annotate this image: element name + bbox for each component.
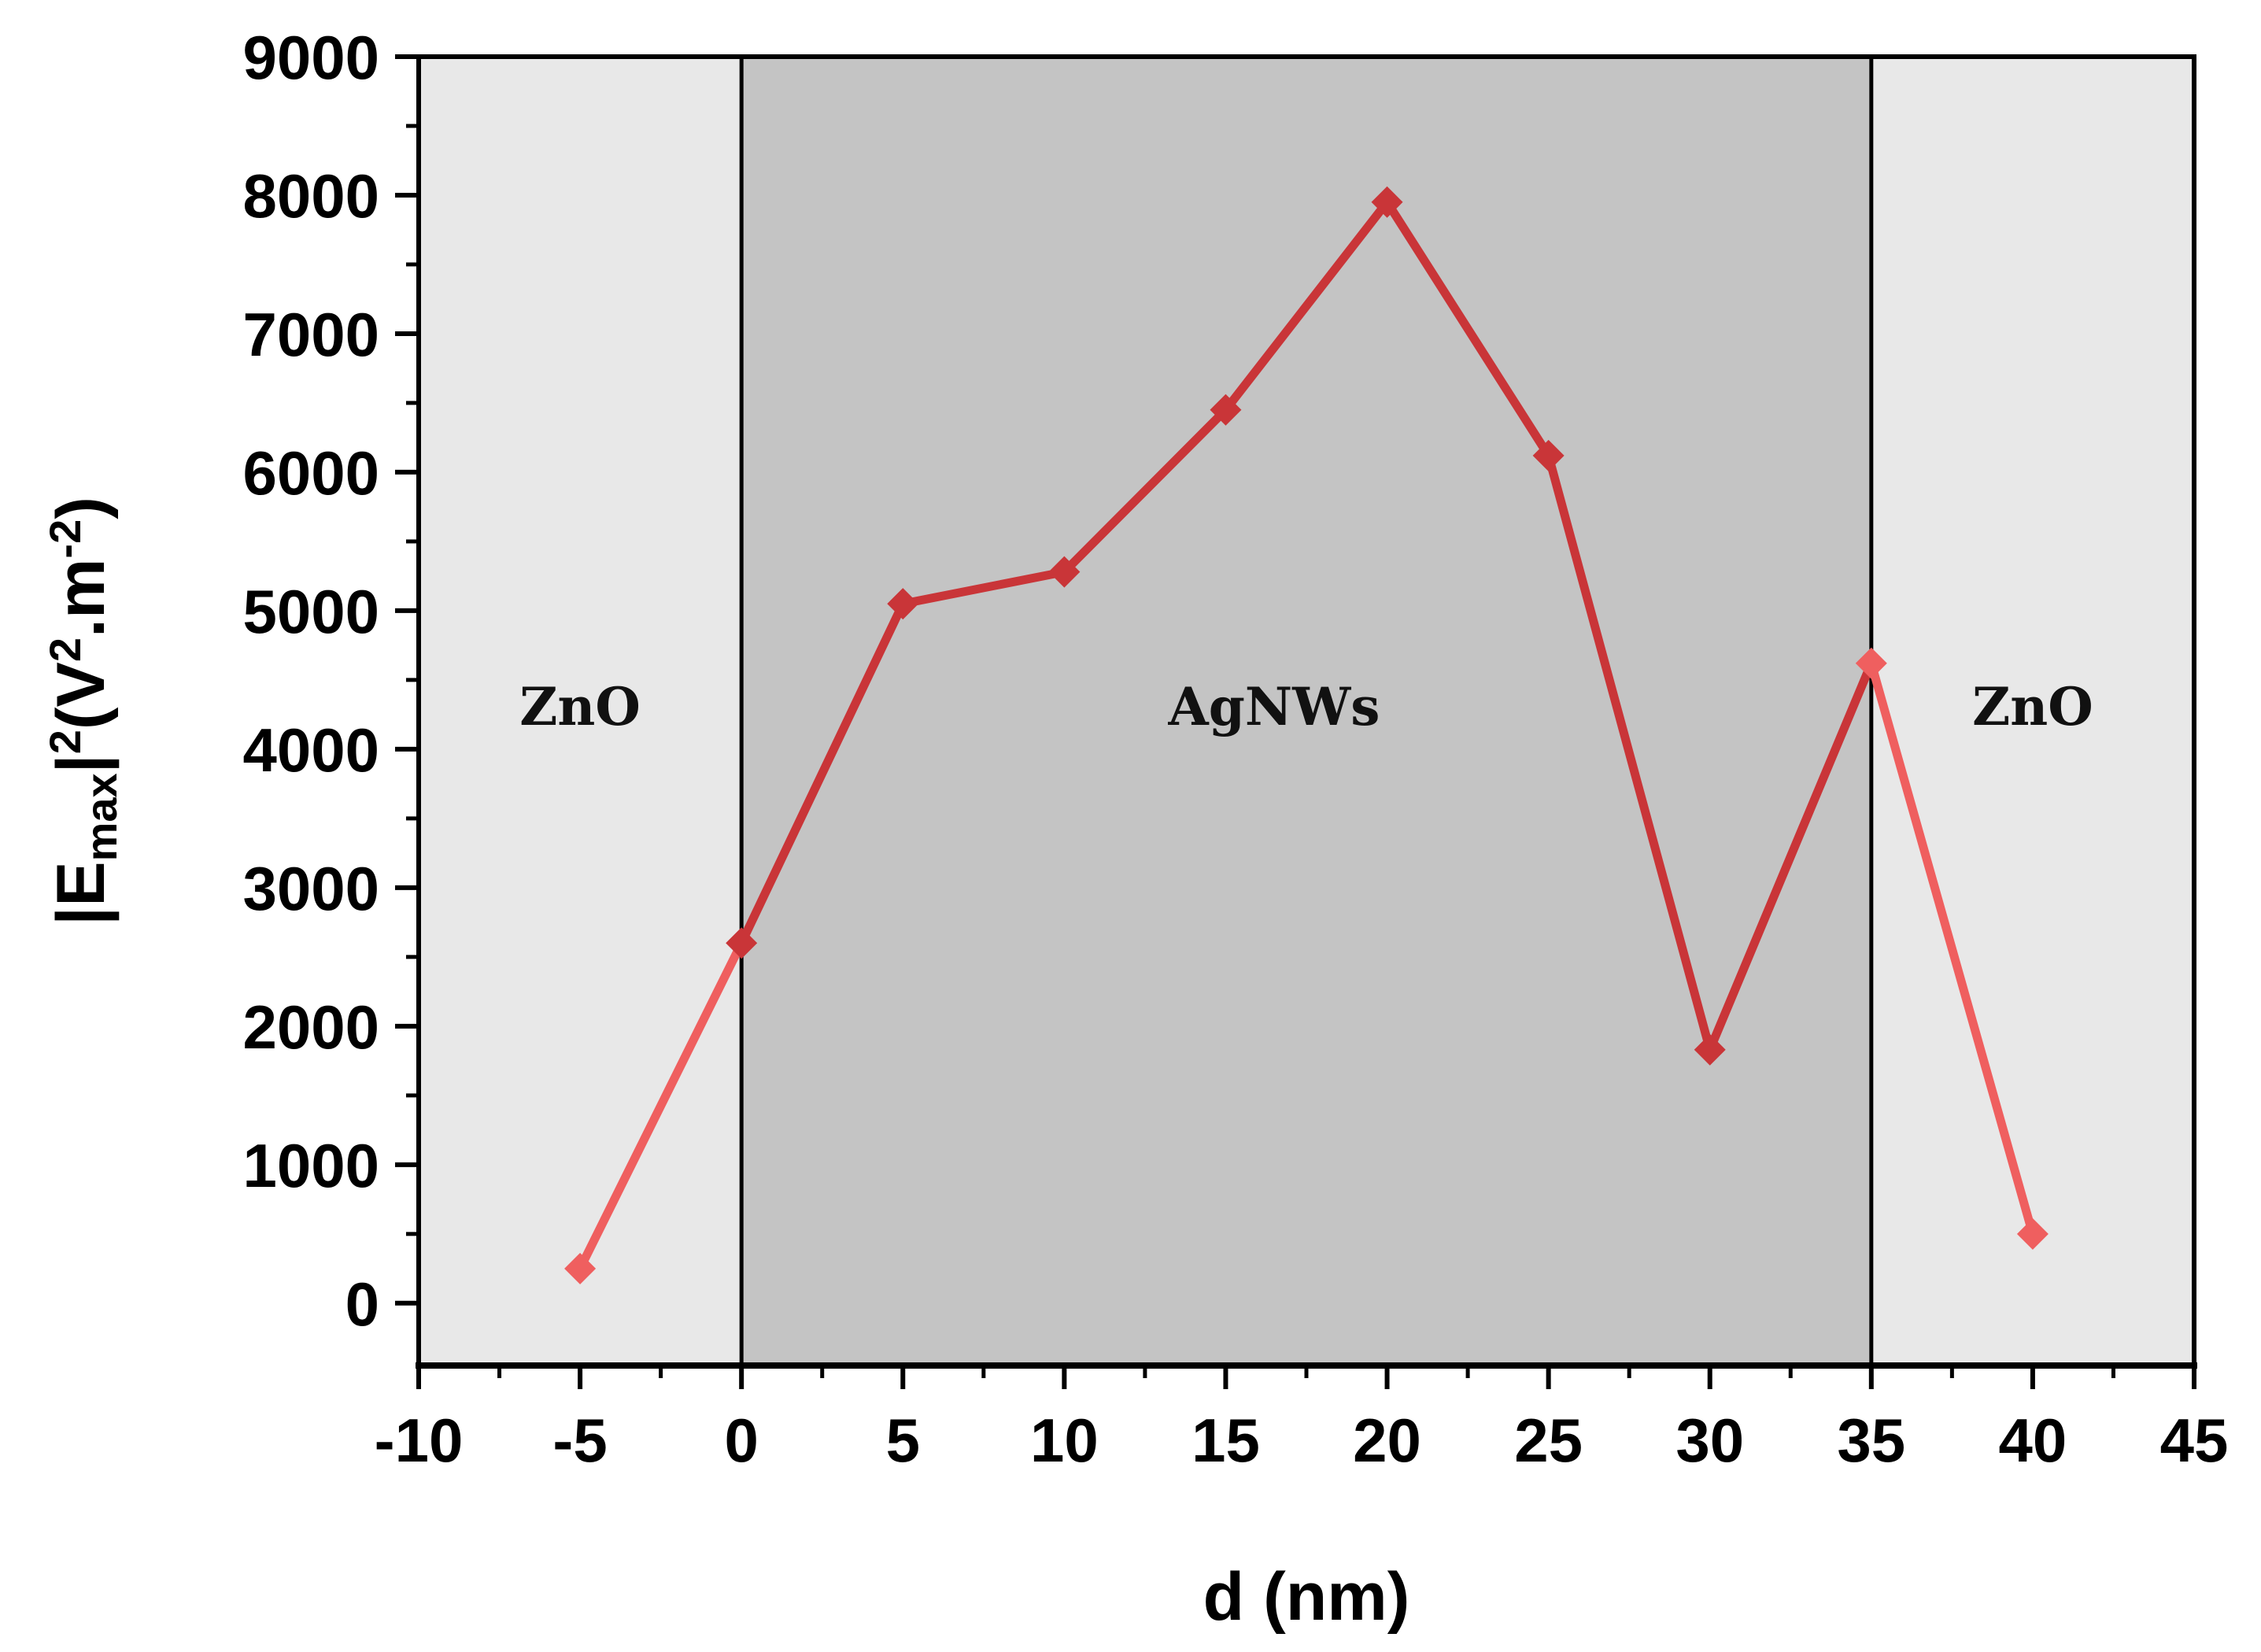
data-point-marker	[564, 1252, 597, 1284]
region-label-zno-right: ZnO	[1972, 676, 2093, 737]
y-tick-label: 8000	[242, 161, 379, 231]
x-tick-label: 0	[724, 1406, 758, 1475]
y-axis-title-prefix: |E	[43, 861, 119, 925]
y-axis-title-unit-open: (V	[43, 662, 119, 730]
x-tick-label: 10	[1030, 1406, 1099, 1475]
region-label-zno-left: ZnO	[519, 676, 641, 737]
y-tick-label: 1000	[242, 1131, 379, 1200]
y-axis-ticks: 0 1000 2000 3000 4000 5000 6000 7000 8000 9000	[242, 23, 419, 1339]
y-axis-title-sup1: 2	[40, 730, 90, 754]
y-axis-title-subscript: max	[76, 773, 126, 861]
series-line-segment	[1705, 659, 1876, 1055]
region-agnws	[741, 57, 1871, 1366]
region-dividers	[739, 57, 1874, 1366]
y-axis-title: |Emax|2(V2.m-2)	[40, 497, 126, 926]
data-point-marker	[1694, 1033, 1726, 1066]
x-tick-label: -10	[375, 1406, 464, 1475]
data-point-marker	[2016, 1218, 2049, 1250]
y-tick-label: 0	[345, 1269, 379, 1339]
y-tick-label: 9000	[242, 23, 379, 92]
x-tick-label: 5	[886, 1406, 920, 1475]
series-line-segment	[1221, 198, 1392, 415]
y-axis-title-sup2: 2	[40, 638, 90, 662]
y-axis-title-unit-mid: .m	[43, 559, 119, 638]
x-tick-label: 35	[1837, 1406, 1905, 1475]
series-line-segment	[898, 567, 1069, 608]
series-line-segment	[1867, 659, 2037, 1239]
x-tick-label: 30	[1675, 1406, 1744, 1475]
y-tick-label: 2000	[242, 992, 379, 1062]
region-labels: ZnO AgNWs ZnO	[519, 676, 2093, 737]
x-tick-label: 15	[1191, 1406, 1260, 1475]
data-point-marker	[1371, 186, 1403, 218]
x-tick-label: -5	[552, 1406, 607, 1475]
y-tick-label: 5000	[242, 577, 379, 646]
x-tick-label: 40	[1999, 1406, 2067, 1475]
series-line-segment	[1059, 405, 1230, 577]
x-axis-ticks: -10 -5 0 5 10 15 20 25 30 35 40 45	[375, 1366, 2229, 1475]
series-line-segment	[1544, 451, 1715, 1055]
x-axis-title: d (nm)	[1203, 1559, 1410, 1635]
series-line-segment	[737, 599, 907, 948]
y-tick-label: 4000	[242, 715, 379, 785]
x-tick-label: 25	[1514, 1406, 1583, 1475]
data-point-marker	[726, 927, 758, 959]
data-point-marker	[887, 588, 919, 620]
y-axis-title-sup3: -2	[40, 519, 90, 559]
y-axis-title-unit-close: )	[43, 497, 119, 519]
x-tick-label: 20	[1353, 1406, 1421, 1475]
series-line-segment	[1383, 198, 1554, 460]
region-label-agnws: AgNWs	[1167, 676, 1380, 737]
x-tick-label: 45	[2160, 1406, 2229, 1475]
y-tick-label: 3000	[242, 854, 379, 923]
y-tick-label: 6000	[242, 438, 379, 508]
y-axis-title-middle: |	[43, 754, 119, 773]
region-zno-left	[419, 57, 742, 1366]
data-point-marker	[1532, 439, 1565, 471]
region-zno-right	[1871, 57, 2194, 1366]
data-point-marker	[1048, 556, 1081, 588]
y-tick-label: 7000	[242, 300, 379, 369]
series-line-segment	[575, 938, 746, 1273]
background-regions	[419, 57, 2194, 1366]
data-point-marker	[1210, 394, 1242, 426]
series-lines	[575, 198, 2037, 1273]
data-point-marker	[1855, 647, 1887, 679]
series-markers	[564, 186, 2049, 1284]
